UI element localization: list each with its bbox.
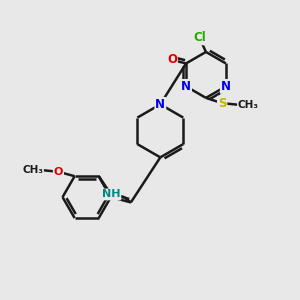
Text: Cl: Cl bbox=[193, 31, 206, 44]
Text: O: O bbox=[54, 167, 63, 177]
Text: N: N bbox=[155, 98, 165, 111]
Text: CH₃: CH₃ bbox=[238, 100, 259, 110]
Text: S: S bbox=[218, 97, 226, 110]
Text: NH: NH bbox=[102, 190, 120, 200]
Text: O: O bbox=[167, 53, 177, 66]
Text: CH₃: CH₃ bbox=[22, 165, 43, 175]
Text: N: N bbox=[221, 80, 231, 93]
Text: N: N bbox=[181, 80, 191, 93]
